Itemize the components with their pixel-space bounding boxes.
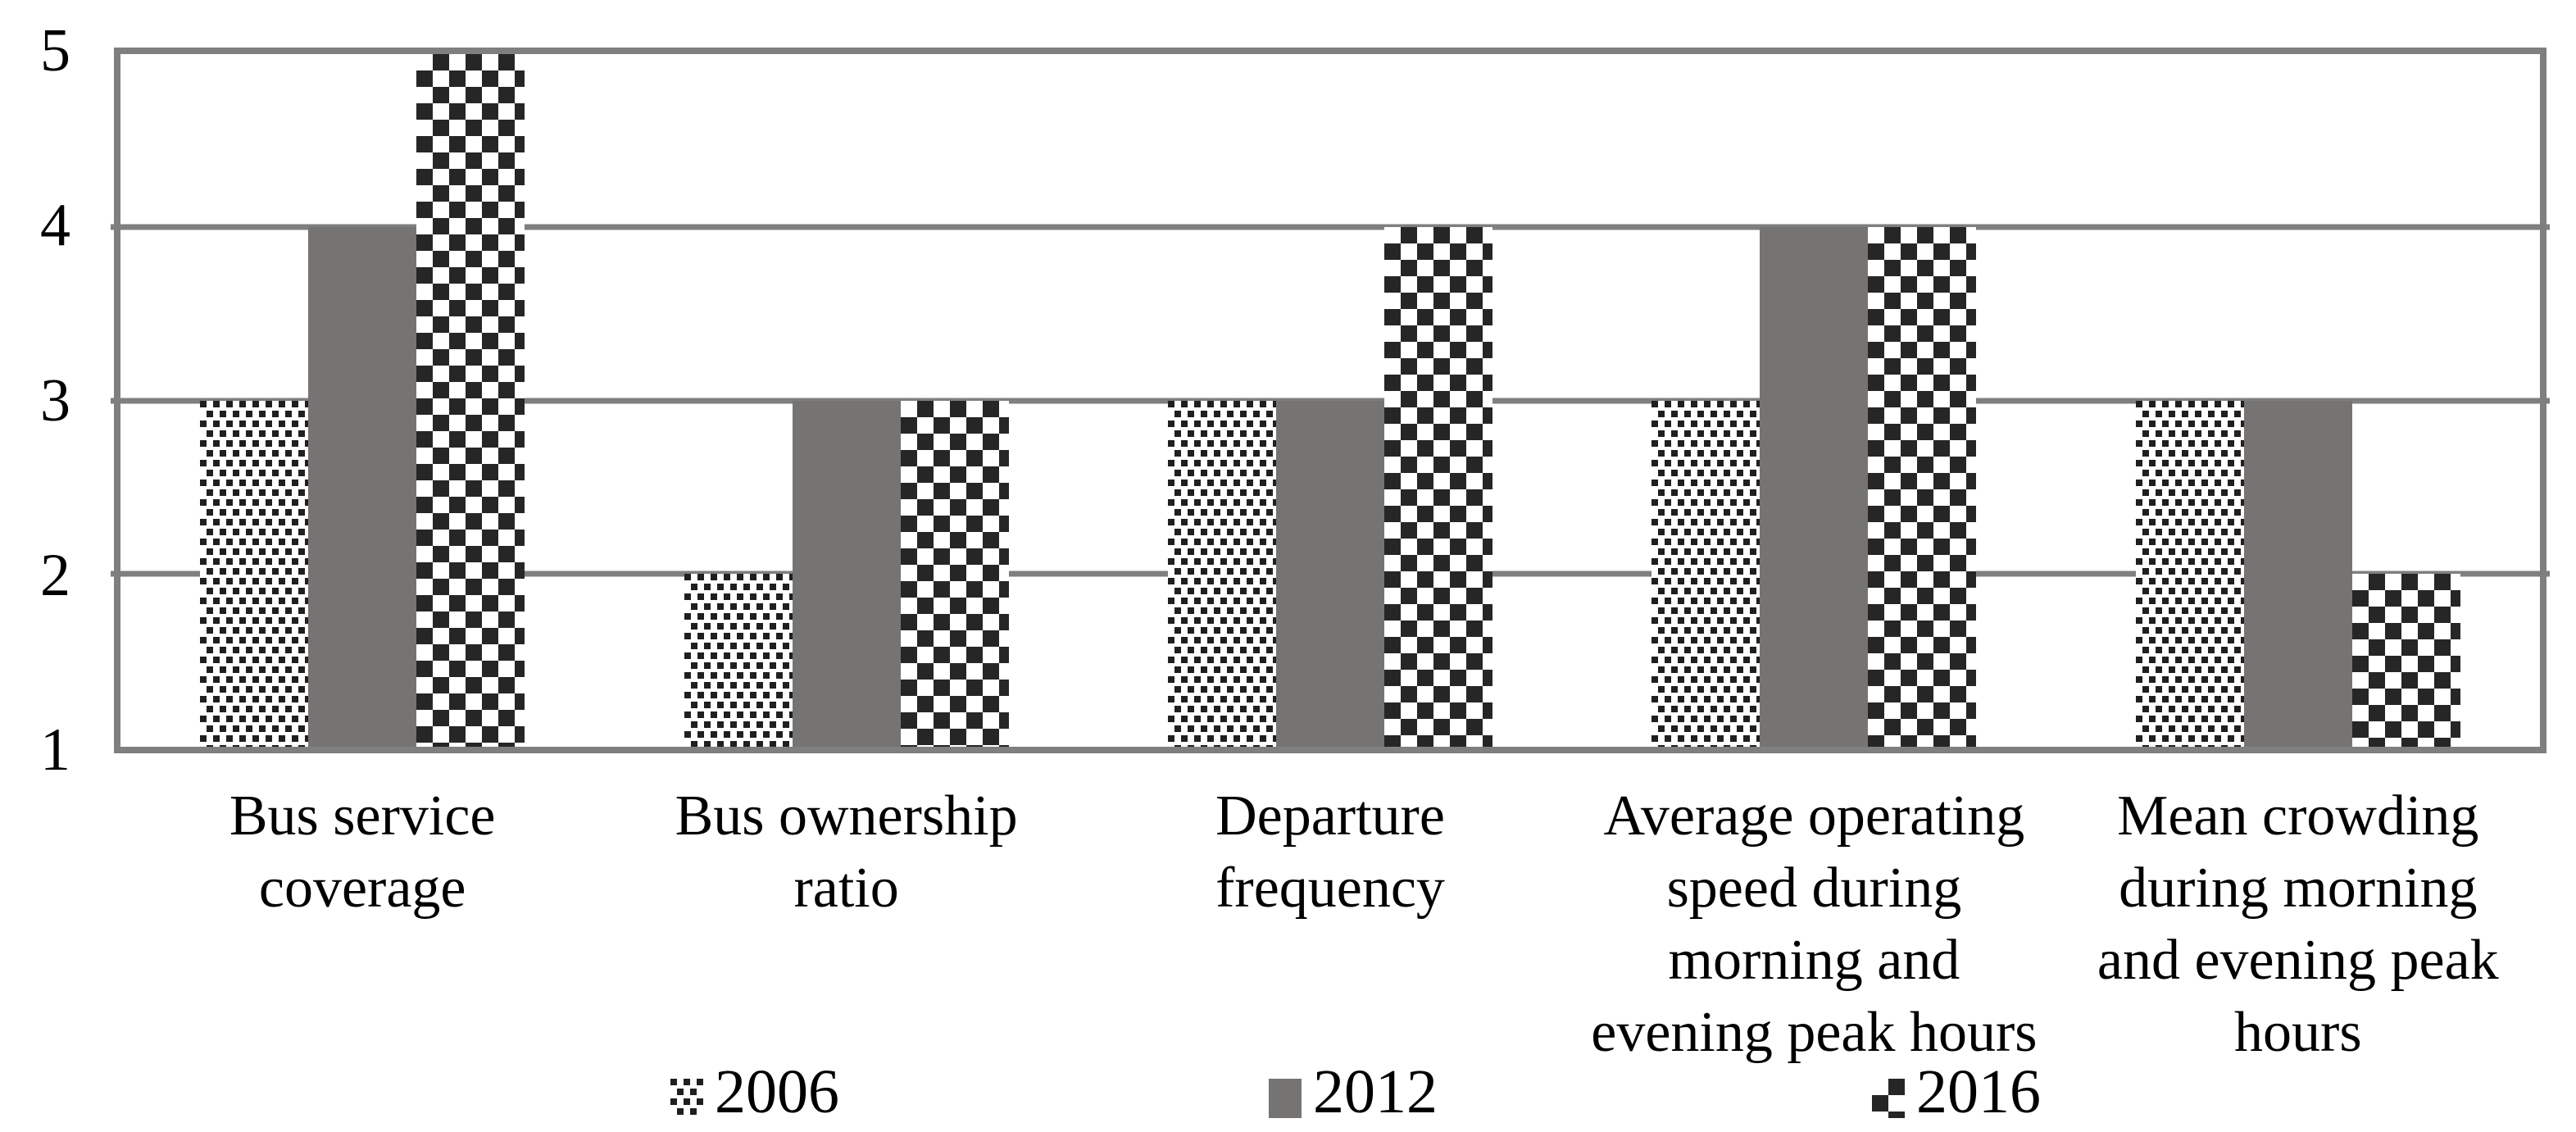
- legend-item-2012: 2012: [1269, 1059, 1438, 1125]
- bar-2012-category-5: [2243, 400, 2352, 747]
- bar-2012-category-4: [1760, 227, 1869, 747]
- category-label-line: speed during: [1666, 857, 1962, 920]
- category-label-line: morning and: [1668, 929, 1960, 992]
- category-label-line: Departure: [1215, 784, 1445, 848]
- y-tick-label-5: 5: [40, 17, 70, 84]
- category-label-5: Mean crowding during morning and evening p…: [2036, 780, 2560, 1069]
- category-label-2: Bus ownership ratio: [584, 780, 1109, 925]
- plot-area: [111, 48, 2550, 753]
- legend-label-2016: 2016: [1916, 1057, 2041, 1126]
- legend-swatch-checker-icon: [1872, 1079, 1905, 1118]
- bar-2006-category-1: [200, 400, 309, 747]
- y-tick-label-3: 3: [40, 366, 70, 434]
- category-label-line: hours: [2234, 1001, 2362, 1064]
- category-label-line: Bus service: [229, 784, 496, 848]
- bar-2012-category-1: [308, 227, 417, 747]
- legend-swatch-dotted-icon: [670, 1079, 703, 1118]
- bar-2006-category-3: [1168, 400, 1276, 747]
- category-label-line: frequency: [1215, 857, 1445, 920]
- bar-2006-category-5: [2135, 400, 2244, 747]
- legend-item-2006: 2006: [670, 1059, 839, 1125]
- category-label-3: Departure frequency: [1068, 780, 1592, 925]
- bar-2006-category-4: [1651, 400, 1760, 747]
- gridline-4: [111, 224, 2550, 230]
- bar-2016-category-5: [2351, 573, 2460, 747]
- y-tick-label-1: 1: [40, 716, 70, 784]
- category-label-line: Bus ownership: [675, 784, 1018, 848]
- y-tick-label-2: 2: [40, 541, 70, 609]
- bars-layer: [120, 54, 2540, 747]
- category-label-line: Mean crowding: [2117, 784, 2479, 848]
- bar-2006-category-2: [684, 573, 793, 747]
- legend-label-2012: 2012: [1313, 1057, 1438, 1126]
- category-label-line: Average operating: [1603, 784, 2025, 848]
- bar-2012-category-3: [1276, 400, 1384, 747]
- legend-swatch-solid-icon: [1269, 1079, 1302, 1118]
- bar-2016-category-4: [1868, 227, 1977, 747]
- bar-2016-category-1: [416, 54, 525, 747]
- category-label-1: Bus service coverage: [100, 780, 625, 925]
- bar-2012-category-2: [792, 400, 901, 747]
- legend-label-2006: 2006: [715, 1057, 839, 1126]
- category-label-line: evening peak hours: [1591, 1001, 2038, 1064]
- category-label-line: and evening peak: [2097, 929, 2499, 992]
- legend-item-2016: 2016: [1872, 1059, 2041, 1125]
- bar-2016-category-2: [900, 400, 1009, 747]
- category-label-line: coverage: [258, 857, 466, 920]
- y-tick-label-4: 4: [40, 192, 70, 260]
- category-label-line: ratio: [793, 857, 899, 920]
- category-label-4: Average operating speed during morning and…: [1552, 780, 2076, 1069]
- category-label-line: during morning: [2119, 857, 2478, 920]
- bar-2016-category-3: [1384, 227, 1492, 747]
